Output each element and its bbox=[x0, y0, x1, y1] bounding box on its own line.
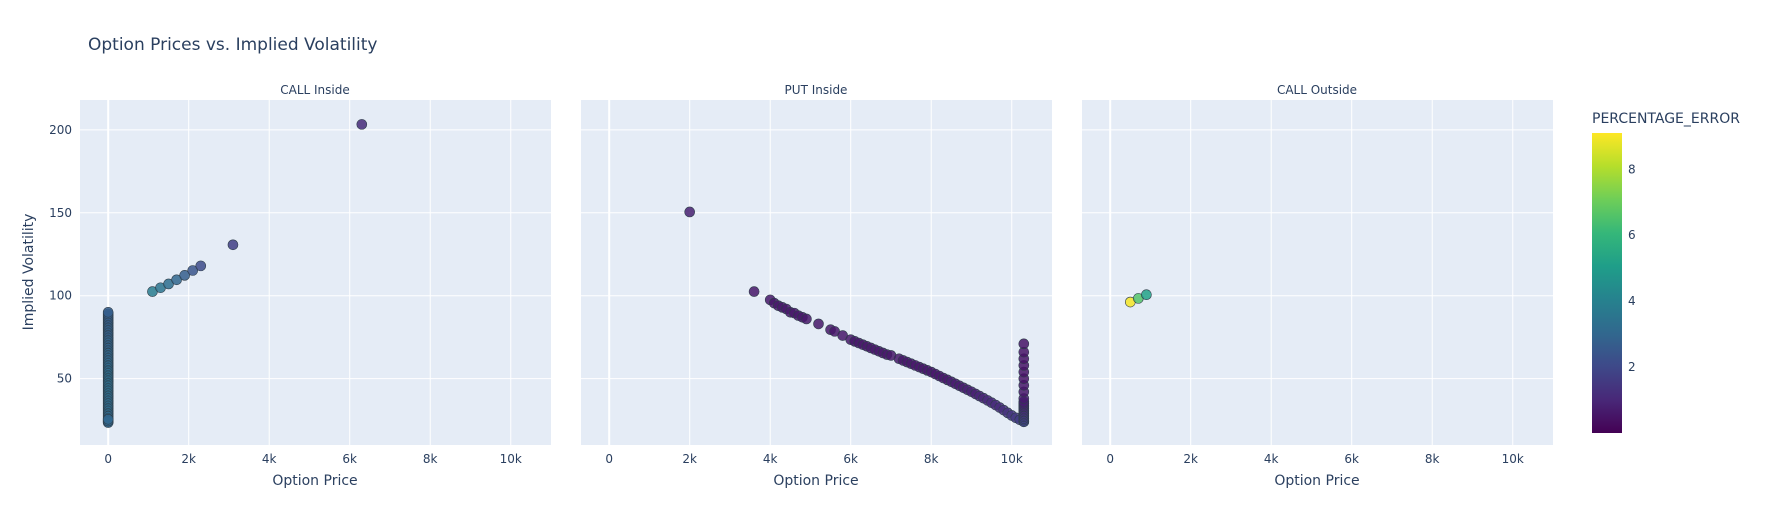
data-point bbox=[171, 274, 182, 286]
y-tick-label: 150 bbox=[49, 206, 72, 220]
colorbar-tick-label: 4 bbox=[1628, 294, 1636, 308]
x-axis-title-call-outside: Option Price bbox=[1274, 473, 1359, 489]
data-point bbox=[813, 318, 824, 330]
plot-area-call-inside bbox=[80, 100, 551, 445]
colorbar-scale: 2 4 6 8 bbox=[1592, 133, 1636, 433]
y-tick-label: 200 bbox=[49, 123, 72, 137]
data-point bbox=[227, 239, 239, 251]
panel-title-put-inside: PUT Inside bbox=[785, 83, 848, 97]
x-tick-label: 4k bbox=[262, 452, 277, 466]
gridlines-call-outside bbox=[1082, 100, 1553, 445]
panel-title-call-inside: CALL Inside bbox=[280, 83, 350, 97]
x-tick-label: 10k bbox=[500, 452, 522, 466]
chart-title: Option Prices vs. Implied Volatility bbox=[88, 35, 377, 55]
plot-area-call-outside bbox=[1082, 100, 1553, 445]
x-tick-label: 10k bbox=[1502, 452, 1524, 466]
x-tick-label: 4k bbox=[763, 452, 778, 466]
colorbar: PERCENTAGE_ERROR bbox=[1592, 111, 1740, 127]
x-tick-label: 6k bbox=[1344, 452, 1359, 466]
data-point bbox=[102, 413, 114, 425]
colorbar-tick-label: 8 bbox=[1628, 162, 1636, 176]
data-point bbox=[187, 265, 199, 276]
data-point bbox=[748, 286, 760, 297]
data-point bbox=[1018, 338, 1030, 350]
data-point bbox=[179, 270, 190, 281]
x-tick-label: 8k bbox=[1425, 452, 1440, 466]
plot-backgrounds bbox=[80, 100, 1553, 445]
x-tick-label: 8k bbox=[423, 452, 438, 466]
x-tick-label: 0 bbox=[1106, 452, 1114, 466]
x-tick-label: 10k bbox=[1001, 452, 1023, 466]
y-tick-label: 50 bbox=[57, 372, 72, 386]
x-tick-label: 0 bbox=[104, 452, 112, 466]
panel-put-inside: PUT Inside Option Price bbox=[773, 83, 858, 489]
y-axis-title: Implied Volatility bbox=[21, 214, 37, 331]
data-point bbox=[102, 307, 114, 318]
colorbar-gradient bbox=[1592, 133, 1622, 433]
colorbar-title: PERCENTAGE_ERROR bbox=[1592, 111, 1740, 127]
x-tick-label: 6k bbox=[342, 452, 357, 466]
panel-call-inside: CALL Inside Option Price bbox=[272, 83, 357, 489]
tick-labels-put-inside: 0 2k 4k 6k 8k 10k bbox=[605, 452, 1023, 466]
x-tick-label: 2k bbox=[181, 452, 196, 466]
data-point bbox=[684, 206, 695, 218]
data-point bbox=[801, 313, 812, 325]
tick-labels-call-outside: 0 2k 4k 6k 8k 10k bbox=[1106, 452, 1524, 466]
tick-labels-call-inside: 0 2k 4k 6k 8k 10k 50 100 150 200 bbox=[49, 123, 522, 466]
x-tick-label: 2k bbox=[1183, 452, 1198, 466]
y-tick-label: 100 bbox=[49, 289, 72, 303]
colorbar-tick-label: 6 bbox=[1628, 228, 1636, 242]
colorbar-tick-label: 2 bbox=[1628, 360, 1636, 374]
x-tick-label: 6k bbox=[843, 452, 858, 466]
data-point bbox=[1141, 289, 1152, 301]
x-tick-label: 4k bbox=[1264, 452, 1279, 466]
x-axis-title-call-inside: Option Price bbox=[272, 473, 357, 489]
data-point bbox=[356, 119, 368, 130]
x-tick-label: 0 bbox=[605, 452, 613, 466]
panel-call-outside: CALL Outside Option Price bbox=[1274, 83, 1359, 489]
data-point bbox=[195, 260, 207, 272]
x-tick-label: 2k bbox=[682, 452, 697, 466]
points-call-outside bbox=[1125, 289, 1152, 308]
x-tick-label: 8k bbox=[924, 452, 939, 466]
panel-title-call-outside: CALL Outside bbox=[1277, 83, 1357, 97]
x-axis-title-put-inside: Option Price bbox=[773, 473, 858, 489]
points-call-inside bbox=[102, 119, 368, 428]
points-put-inside bbox=[684, 206, 1030, 428]
gridlines-put-inside bbox=[581, 100, 1052, 445]
